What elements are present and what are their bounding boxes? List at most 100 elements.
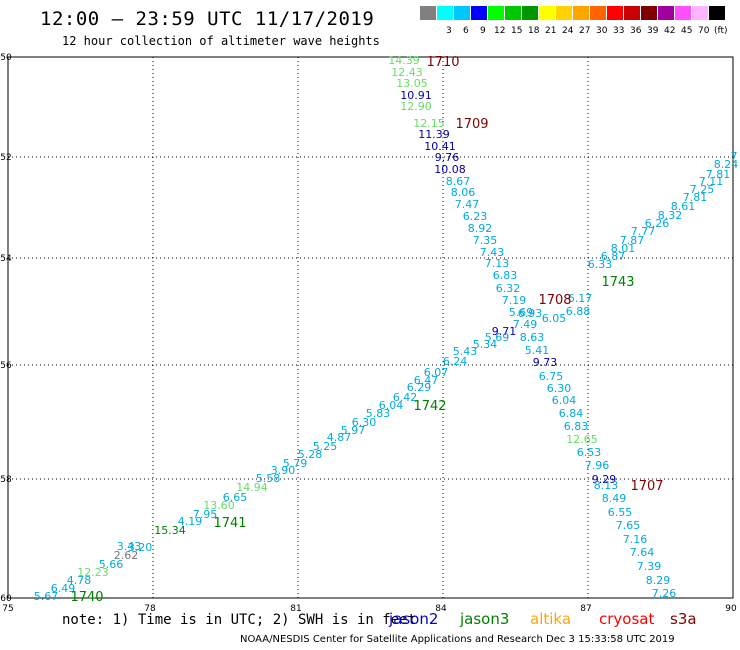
scale-label: 12 xyxy=(494,26,506,36)
scale-label: 36 xyxy=(630,26,642,36)
scale-swatch xyxy=(420,6,436,20)
swh-value: 9.29 xyxy=(592,473,617,486)
pass-label: 1743 xyxy=(601,275,634,290)
map-title: 12:00 – 23:59 UTC 11/17/2019 xyxy=(40,8,375,30)
swh-value: 7.81 xyxy=(706,168,731,181)
scale-swatch xyxy=(624,6,640,20)
pass-label: 1709 xyxy=(455,117,488,132)
scale-label: 21 xyxy=(545,26,557,36)
scale-label: 39 xyxy=(647,26,659,36)
swh-value: 7.43 xyxy=(480,246,505,259)
y-tick-label: -60 xyxy=(0,594,12,604)
swh-value: 15.34 xyxy=(154,524,186,537)
swh-value: 6.93 xyxy=(518,307,543,320)
scale-label: 33 xyxy=(613,26,625,36)
swh-value: 12.23 xyxy=(77,566,109,579)
swh-value: 5.66 xyxy=(99,558,124,571)
scale-swatch xyxy=(505,6,521,20)
pass-label: 1710 xyxy=(426,55,459,70)
scale-label: 15 xyxy=(511,26,523,36)
swh-value: 10.91 xyxy=(400,89,432,102)
swh-value: 7.49 xyxy=(513,318,538,331)
swh-value: 6.07 xyxy=(424,366,449,379)
satellite-legend-item: altika xyxy=(530,610,572,628)
swh-value: 6.05 xyxy=(542,312,567,325)
swh-value: 6.87 xyxy=(601,250,626,263)
scale-swatch xyxy=(641,6,657,20)
pass-label: 1742 xyxy=(413,399,446,414)
swh-value: 6.47 xyxy=(414,374,439,387)
x-tick-label: 78 xyxy=(144,604,156,614)
swh-value: 4.19 xyxy=(178,515,203,528)
satellite-legend-item: s3a xyxy=(670,610,697,628)
swh-value: 8.32 xyxy=(658,209,683,222)
swh-value: 8.61 xyxy=(671,200,696,213)
swh-value: 7.65 xyxy=(616,519,641,532)
scale-swatch xyxy=(539,6,555,20)
scale-swatch xyxy=(658,6,674,20)
swh-value: 10.41 xyxy=(424,140,456,153)
swh-value: 5.69 xyxy=(509,306,534,319)
scale-label: 70 xyxy=(698,26,710,36)
scale-swatch xyxy=(437,6,453,20)
swh-value: 7.39 xyxy=(637,560,662,573)
swh-value: 6.33 xyxy=(588,258,613,271)
swh-value: 3.20 xyxy=(128,541,153,554)
swh-value: 5.69 xyxy=(485,331,510,344)
scale-swatch xyxy=(573,6,589,20)
x-tick-label: 81 xyxy=(290,604,301,614)
swh-value: 7.95 xyxy=(193,508,218,521)
swh-value: 6.32 xyxy=(496,282,521,295)
swh-value: 7.26 xyxy=(652,587,677,600)
swh-value: 6.04 xyxy=(552,394,577,407)
y-tick-label: -56 xyxy=(0,361,12,371)
scale-label: 6 xyxy=(463,26,469,36)
swh-value: 8.24 xyxy=(714,158,739,171)
scale-label: 18 xyxy=(528,26,540,36)
swh-value: 8.29 xyxy=(646,574,671,587)
swh-value: 5.28 xyxy=(298,448,323,461)
swh-value: 6.65 xyxy=(223,491,248,504)
swh-value: 6.42 xyxy=(393,391,418,404)
pass-label: 1708 xyxy=(538,293,571,308)
swh-value: 6.30 xyxy=(547,382,572,395)
credit-line: NOAA/NESDIS Center for Satellite Applica… xyxy=(240,634,675,645)
swh-value: 7.81 xyxy=(683,191,708,204)
swh-value: 6.04 xyxy=(379,399,404,412)
footer-note: note: 1) Time is in UTC; 2) SWH is in fe… xyxy=(62,612,417,628)
swh-value: 6.30 xyxy=(352,416,377,429)
swh-value: 9.71 xyxy=(492,325,517,338)
swh-value: 8.49 xyxy=(602,492,627,505)
swh-value: 8.92 xyxy=(468,222,493,235)
swh-value: 6.75 xyxy=(539,370,564,383)
swh-value: 14.94 xyxy=(236,481,268,494)
scale-swatch xyxy=(522,6,538,20)
x-tick-label: 84 xyxy=(435,604,447,614)
swh-value: 5.25 xyxy=(313,440,338,453)
map-subtitle: 12 hour collection of altimeter wave hei… xyxy=(62,34,380,48)
swh-value: 8.01 xyxy=(611,242,636,255)
x-tick-label: 90 xyxy=(725,604,737,614)
swh-value: 9.73 xyxy=(533,356,558,369)
swh-value: 12.90 xyxy=(400,100,432,113)
swh-value: 5.43 xyxy=(453,345,478,358)
swh-value: 11.39 xyxy=(418,128,450,141)
swh-value: 13.60 xyxy=(203,499,235,512)
x-tick-label: 75 xyxy=(2,604,13,614)
swh-value: 4.78 xyxy=(67,574,92,587)
swh-value: 5.34 xyxy=(473,338,498,351)
swh-value: 6.83 xyxy=(493,269,518,282)
swh-value: 6.53 xyxy=(577,446,602,459)
scale-unit: (ft) xyxy=(714,26,728,36)
swh-value: 9.76 xyxy=(435,151,460,164)
swh-value: 10.08 xyxy=(434,163,466,176)
swh-value: 7.96 xyxy=(585,459,610,472)
x-tick-label: 87 xyxy=(580,604,591,614)
swh-value: 6.83 xyxy=(564,420,589,433)
swh-value: 7.87 xyxy=(620,234,645,247)
scale-swatch xyxy=(454,6,470,20)
swh-value: 7.25 xyxy=(690,183,715,196)
swh-value: 6.17 xyxy=(568,292,593,305)
swh-value: 5.79 xyxy=(283,457,308,470)
scale-swatch xyxy=(471,6,487,20)
